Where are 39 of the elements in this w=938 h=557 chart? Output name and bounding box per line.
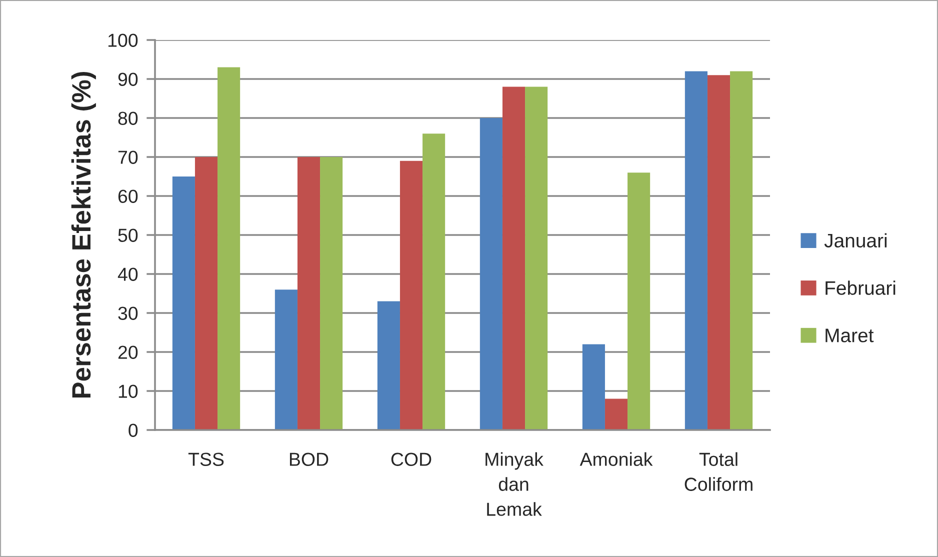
bar — [422, 134, 446, 430]
bar — [172, 176, 195, 430]
y-tick-label: 50 — [118, 228, 138, 242]
bar — [707, 75, 730, 430]
bar — [525, 86, 548, 430]
bar — [684, 71, 708, 430]
bar — [320, 157, 343, 430]
x-tick-label: BOD — [290, 452, 328, 466]
legend-label: Februari — [826, 280, 896, 295]
x-tick-label: Minyak dan Lemak — [486, 452, 544, 516]
x-tick-label: Total Coliform — [684, 452, 752, 491]
x-tick-label: COD — [391, 452, 432, 466]
bar — [297, 157, 320, 430]
y-tick-label: 70 — [118, 150, 138, 164]
bar — [582, 344, 605, 430]
bar — [502, 86, 526, 430]
y-tick-label: 30 — [118, 306, 138, 320]
y-tick-label: 100 — [108, 34, 138, 47]
y-tick-label: 60 — [118, 190, 138, 203]
x-tick-label: Amoniak — [580, 452, 653, 466]
bar — [480, 118, 502, 430]
legend-label: Maret — [826, 328, 874, 342]
bar — [400, 160, 423, 430]
bar — [218, 67, 240, 430]
bar — [274, 290, 298, 430]
y-tick-label: 10 — [118, 384, 138, 398]
y-tick-label: 90 — [118, 72, 138, 86]
y-axis-title: Persentase Efektivitas (%) — [71, 72, 96, 398]
bar — [377, 301, 400, 430]
bar — [604, 398, 628, 430]
y-tick-label: 40 — [118, 268, 138, 281]
bar — [194, 157, 218, 430]
bar — [628, 172, 650, 430]
x-tick-label: TSS — [188, 452, 224, 466]
y-tick-label: 0 — [128, 424, 138, 437]
legend-label: Januari — [824, 233, 887, 248]
bar — [730, 71, 753, 430]
y-tick-label: 80 — [118, 112, 138, 125]
y-tick-label: 20 — [118, 346, 138, 359]
